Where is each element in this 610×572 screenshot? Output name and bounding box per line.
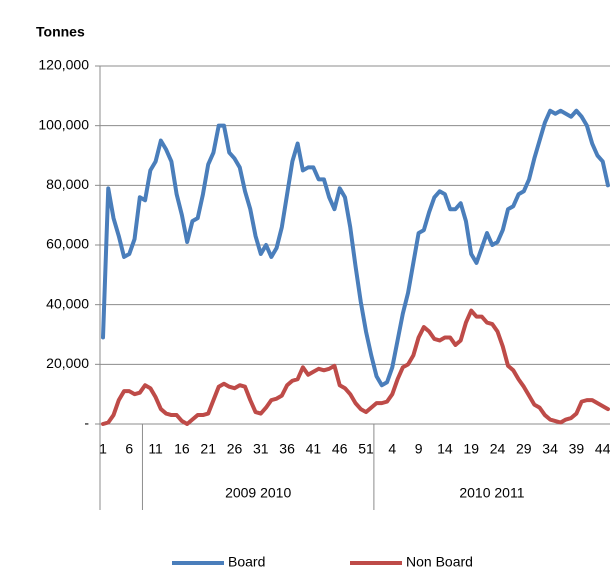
x-tick-label: 41 [306, 441, 322, 457]
x-tick-label: 11 [148, 441, 163, 457]
x-tick-label: 51 [358, 441, 374, 457]
group-label: 2010 2011 [459, 485, 524, 501]
x-tick-label: 16 [174, 441, 190, 457]
x-tick-label: 34 [542, 441, 558, 457]
x-tick-label: 19 [463, 441, 479, 457]
x-tick-label: 14 [437, 441, 453, 457]
y-tick-label: - [84, 415, 89, 431]
y-tick-label: 120,000 [38, 57, 89, 73]
x-tick-label: 46 [332, 441, 348, 457]
group-label: 2009 2010 [225, 485, 291, 501]
x-tick-label: 36 [279, 441, 295, 457]
series-line [101, 308, 610, 426]
x-tick-label: 6 [125, 441, 133, 457]
x-tick-label: 24 [490, 441, 506, 457]
y-tick-label: 60,000 [46, 236, 89, 252]
x-tick-label: 31 [253, 441, 269, 457]
y-tick-label: 40,000 [46, 295, 89, 311]
legend-label: Board [228, 554, 265, 570]
series-line [101, 108, 610, 388]
x-tick-label: 1 [99, 441, 107, 457]
x-tick-label: 4 [388, 441, 396, 457]
x-tick-label: 29 [516, 441, 532, 457]
legend-label: Non Board [406, 554, 473, 570]
y-tick-label: 20,000 [46, 355, 89, 371]
x-tick-label: 9 [415, 441, 423, 457]
x-tick-label: 21 [200, 441, 216, 457]
x-tick-label: 44 [595, 441, 610, 457]
x-tick-label: 26 [227, 441, 243, 457]
x-tick-label: 39 [569, 441, 585, 457]
y-tick-label: 100,000 [38, 116, 89, 132]
y-tick-label: 80,000 [46, 176, 89, 192]
y-axis-title: Tonnes [36, 24, 85, 40]
